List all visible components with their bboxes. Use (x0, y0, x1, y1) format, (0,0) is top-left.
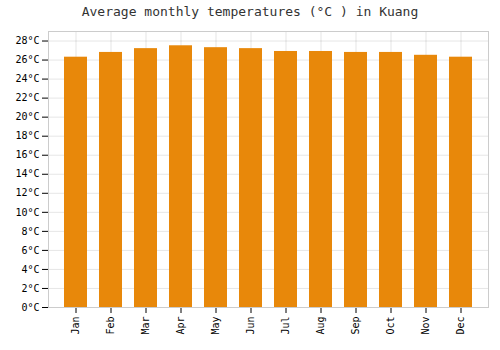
svg-text:12°C: 12°C (15, 187, 39, 198)
svg-text:24°C: 24°C (15, 73, 39, 84)
svg-text:20°C: 20°C (15, 111, 39, 122)
html-text:Average monthly temperatures (: Average monthly temperatures (°C ) in Ku… (81, 4, 419, 19)
svg-text:Mar: Mar (140, 317, 151, 335)
svg-text:May: May (210, 317, 221, 335)
svg-text:Oct: Oct (385, 317, 396, 335)
svg-text:Sep: Sep (350, 317, 361, 335)
svg-text:Jun: Jun (245, 317, 256, 335)
svg-text:Dec: Dec (455, 317, 466, 335)
svg-text:22°C: 22°C (15, 92, 39, 103)
svg-text:Jan: Jan (70, 317, 81, 335)
svg-text:4°C: 4°C (21, 264, 39, 275)
svg-text:Nov: Nov (420, 317, 431, 335)
svg-text:Aug: Aug (315, 317, 326, 335)
svg-text:10°C: 10°C (15, 207, 39, 218)
svg-text:8°C: 8°C (21, 226, 39, 237)
svg-text:2°C: 2°C (21, 283, 39, 294)
svg-text:Apr: Apr (175, 317, 186, 335)
svg-text:Jul: Jul (280, 317, 291, 335)
svg-text:0°C: 0°C (21, 302, 39, 313)
svg-text:16°C: 16°C (15, 149, 39, 160)
svg-text:14°C: 14°C (15, 168, 39, 179)
svg-text:Feb: Feb (105, 317, 116, 335)
svg-text:18°C: 18°C (15, 130, 39, 141)
svg-text:28°C: 28°C (15, 35, 39, 46)
svg-text:6°C: 6°C (21, 245, 39, 256)
svg-text:26°C: 26°C (15, 54, 39, 65)
